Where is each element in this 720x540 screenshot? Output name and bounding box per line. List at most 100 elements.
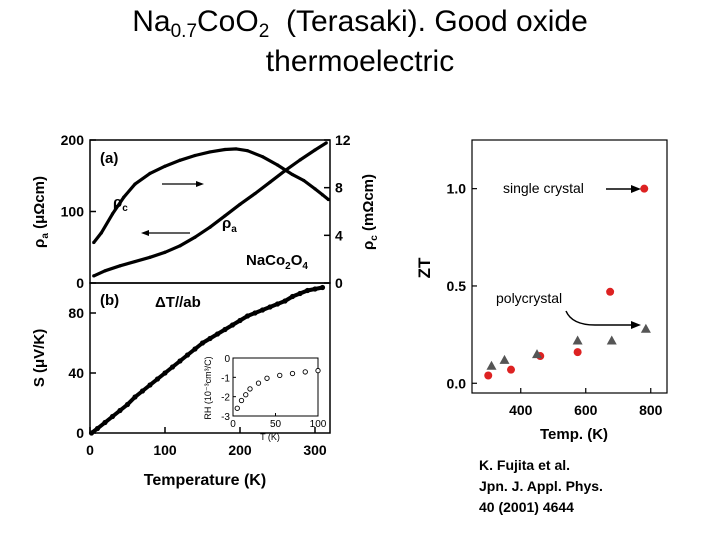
- data-point-rho-c: [110, 212, 115, 216]
- data-point-seebeck: [132, 394, 138, 400]
- zt-y-tick-label: 0.5: [447, 278, 467, 294]
- inset-x-tick-label: 100: [310, 419, 327, 430]
- panel-b-x-tick-label: 300: [303, 442, 327, 458]
- data-point-rho-a: [223, 214, 227, 218]
- data-point-rho-a: [92, 274, 96, 278]
- data-point-seebeck: [289, 293, 296, 300]
- inset-data-point: [238, 397, 245, 404]
- data-point-rho-c: [275, 163, 280, 167]
- arrow-to-left-axis: [141, 230, 190, 236]
- citation: K. Fujita et al. Jpn. J. Appl. Phys. 40 …: [479, 455, 603, 518]
- polycrystal-point: [532, 349, 542, 359]
- zt-x-tick-label: 400: [509, 402, 533, 418]
- data-point-seebeck: [177, 358, 183, 364]
- data-point-seebeck: [319, 284, 326, 291]
- inset-data-point: [277, 372, 283, 379]
- panel-b-label: (b): [100, 292, 119, 309]
- data-point-rho-c: [122, 195, 126, 199]
- polycrystal-point: [640, 323, 651, 333]
- data-point-seebeck: [199, 340, 206, 346]
- inset-x-axis-label: T (K): [260, 432, 280, 442]
- data-point-rho-a: [253, 192, 257, 196]
- polycrystal-arrow: [565, 310, 641, 329]
- inset-data-point: [315, 367, 321, 374]
- data-point-rho-c: [208, 150, 212, 154]
- data-point-rho-c: [234, 147, 238, 151]
- polycrystal-point: [572, 335, 583, 345]
- data-point-seebeck: [282, 298, 288, 304]
- data-point-rho-a: [238, 202, 242, 206]
- data-point-rho-a: [313, 148, 317, 152]
- inset-data-point: [264, 375, 270, 381]
- zt-y-tick-label: 0.0: [447, 375, 467, 391]
- inset-data-point: [255, 380, 262, 386]
- citation-line-1: K. Fujita et al.: [479, 457, 571, 473]
- data-point-rho-a: [178, 244, 182, 248]
- single-crystal-point: [640, 184, 649, 193]
- data-point-seebeck: [304, 287, 311, 294]
- arrow-to-right-axis: [162, 181, 204, 187]
- data-point-rho-a: [103, 269, 107, 273]
- panel-b-x-tick-label: 0: [86, 442, 94, 458]
- series-line-rho-c: [92, 147, 330, 244]
- data-point-seebeck: [184, 352, 191, 358]
- data-point-rho-a: [268, 180, 272, 184]
- inset-x-tick-label: 0: [230, 419, 236, 430]
- single-crystal-point: [507, 365, 515, 374]
- title-line-2: thermoelectric: [265, 45, 455, 78]
- data-point-seebeck: [229, 322, 236, 328]
- data-point-seebeck: [259, 307, 266, 313]
- data-point-seebeck: [207, 335, 213, 342]
- data-point-seebeck: [154, 376, 161, 382]
- panel-a-right-tick-label: 0: [335, 275, 343, 291]
- data-point-rho-c: [99, 231, 103, 235]
- zt-y-axis-label: ZT: [415, 257, 434, 278]
- inset-data-point: [289, 370, 296, 377]
- single-crystal-arrow: [606, 185, 641, 193]
- data-point-seebeck: [192, 346, 198, 352]
- data-point-seebeck: [312, 286, 318, 292]
- inset-y-tick-label: -1: [221, 373, 230, 384]
- single-crystal-point: [573, 348, 582, 357]
- title-line-1: Na0.7CoO2 (Terasaki). Good oxide: [132, 5, 588, 42]
- rho-a-curve-label: ρa: [222, 215, 237, 235]
- inset-y-tick-label: -3: [221, 412, 230, 423]
- data-point-rho-c: [245, 149, 250, 153]
- data-point-seebeck: [237, 317, 243, 324]
- single-crystal-point: [484, 371, 493, 380]
- panel-a-left-tick-label: 0: [76, 275, 84, 291]
- rho-c-curve-label: ρc: [113, 194, 128, 214]
- data-point-seebeck: [124, 401, 131, 408]
- panel-a-right-tick-label: 12: [335, 132, 351, 148]
- panel-b-y-tick-label: 80: [68, 305, 84, 321]
- inset-data-point: [302, 369, 308, 375]
- data-point-seebeck: [147, 382, 153, 388]
- data-point-rho-c: [320, 193, 325, 197]
- inset-data-point: [234, 405, 240, 411]
- data-point-seebeck: [94, 425, 101, 432]
- zt-y-tick-label: 1.0: [447, 181, 467, 197]
- inset-y-tick-label: -2: [221, 393, 230, 404]
- panel-a-label: (a): [100, 150, 118, 167]
- data-point-rho-c: [163, 164, 167, 168]
- panel-a-left-tick-label: 100: [61, 204, 85, 220]
- panel-b-y-tick-label: 40: [68, 365, 84, 381]
- data-point-seebeck: [117, 407, 123, 414]
- data-point-rho-c: [260, 155, 265, 159]
- panel-b-y-axis-label: S (μV/K): [31, 329, 48, 387]
- polycrystal-point: [606, 335, 617, 345]
- polycrystal-annotation: polycrystal: [496, 290, 562, 306]
- data-point-rho-a: [193, 235, 197, 239]
- data-point-seebeck: [162, 370, 168, 376]
- data-point-rho-c: [326, 197, 331, 202]
- data-point-rho-c: [92, 240, 96, 245]
- inset-data-point: [243, 392, 249, 398]
- panel-b-frame: [89, 282, 331, 434]
- panel-b-x-axis-label: Temperature (K): [144, 472, 266, 489]
- polycrystal-point: [499, 354, 510, 364]
- data-point-rho-c: [178, 158, 182, 162]
- panel-b-x-tick-label: 200: [228, 442, 252, 458]
- data-point-seebeck: [297, 290, 303, 297]
- data-point-seebeck: [267, 304, 273, 310]
